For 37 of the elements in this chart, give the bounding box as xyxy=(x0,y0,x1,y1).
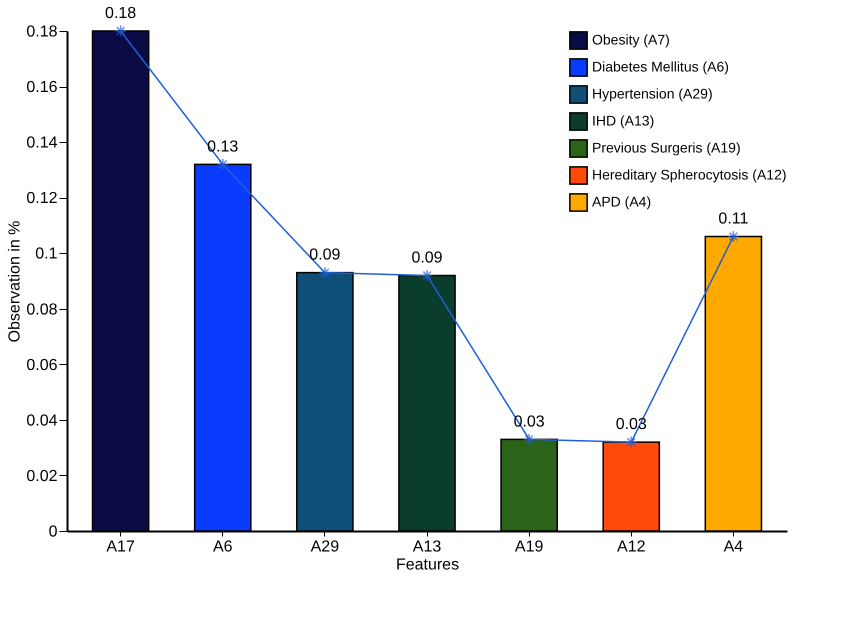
y-tick-label: 0.02 xyxy=(26,468,58,485)
point xyxy=(216,158,229,171)
y-tick-label: 0.04 xyxy=(26,412,58,430)
point xyxy=(727,230,740,243)
point xyxy=(318,266,332,279)
y-tick-label: 0 xyxy=(48,524,58,540)
x-tick-label: A29 xyxy=(310,538,340,556)
data-label: 0.11 xyxy=(718,210,748,228)
legend-label: Obesity (A7) xyxy=(592,32,670,48)
legend-label: IHD (A13) xyxy=(592,112,654,128)
legend-label: Hereditary Spherocytosis (A12) xyxy=(592,166,787,182)
point xyxy=(420,269,434,282)
data-label: 0.09 xyxy=(309,246,341,264)
y-axis-title: Observation in % xyxy=(6,220,24,342)
y-tick-label: 0.12 xyxy=(26,190,58,208)
data-label: 0.09 xyxy=(411,249,443,266)
x-tick-label: A6 xyxy=(212,538,233,556)
y-tick-label: 0.16 xyxy=(26,79,58,96)
x-tick-label: A4 xyxy=(724,538,744,556)
point xyxy=(114,24,127,38)
legend-label: Previous Surgeris (A19) xyxy=(592,140,741,156)
legend-label: APD (A4) xyxy=(592,194,652,210)
x-tick-label: A19 xyxy=(514,538,544,556)
y-tick-label: 0.1 xyxy=(35,246,58,263)
legend-label: Hypertension (A29) xyxy=(592,86,713,102)
x-tick-label: A17 xyxy=(106,538,135,556)
legend-label: Diabetes Mellitus (A6) xyxy=(592,58,729,74)
x-tick-label: A12 xyxy=(617,538,646,556)
y-tick-label: 0.14 xyxy=(26,134,58,152)
x-axis-title: Features xyxy=(396,556,460,574)
y-tick-label: 0.18 xyxy=(26,24,58,40)
y-tick-label: 0.08 xyxy=(26,301,58,318)
point xyxy=(625,436,638,448)
point xyxy=(522,433,536,446)
y-tick-label: 0.06 xyxy=(26,356,58,374)
x-tick-label: A13 xyxy=(412,538,442,556)
data-label: 0.18 xyxy=(105,5,136,22)
